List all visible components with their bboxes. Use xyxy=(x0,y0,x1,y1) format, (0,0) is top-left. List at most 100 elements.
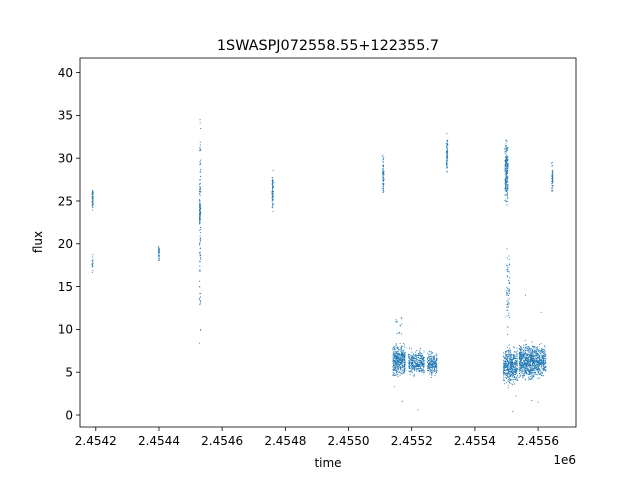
data-point xyxy=(522,367,524,369)
data-point xyxy=(429,365,431,367)
data-point xyxy=(199,215,201,217)
data-point xyxy=(524,372,526,374)
data-point xyxy=(532,358,534,361)
data-point xyxy=(512,367,514,369)
data-point xyxy=(508,317,511,319)
data-point xyxy=(508,281,511,283)
data-point xyxy=(271,194,273,196)
data-point xyxy=(508,298,510,300)
data-point xyxy=(272,204,274,206)
data-point xyxy=(536,357,538,359)
data-point xyxy=(532,372,534,374)
data-point xyxy=(199,161,201,163)
data-point xyxy=(411,351,413,353)
data-point xyxy=(510,353,512,355)
data-point xyxy=(430,363,432,366)
data-point xyxy=(543,369,545,371)
data-point xyxy=(542,375,545,377)
data-point xyxy=(412,358,414,360)
data-point xyxy=(392,348,394,350)
data-point xyxy=(520,349,522,351)
data-point xyxy=(411,356,413,358)
data-point xyxy=(539,354,541,356)
data-point xyxy=(511,370,513,373)
data-point xyxy=(417,363,419,365)
data-point xyxy=(399,361,401,363)
data-point xyxy=(383,174,385,176)
data-point xyxy=(199,141,201,143)
data-point xyxy=(446,170,448,172)
data-point xyxy=(199,270,201,272)
data-point xyxy=(382,161,384,164)
data-point xyxy=(541,352,543,354)
data-point xyxy=(513,354,515,356)
data-point xyxy=(508,374,510,376)
data-point xyxy=(506,346,509,348)
data-point xyxy=(420,359,422,361)
data-point xyxy=(396,358,398,360)
data-point xyxy=(514,355,516,357)
data-point xyxy=(505,358,508,360)
data-point xyxy=(507,294,510,296)
data-point xyxy=(504,153,506,155)
data-point xyxy=(416,358,418,361)
data-point xyxy=(523,354,525,356)
data-point xyxy=(531,371,533,373)
data-point xyxy=(507,358,509,360)
data-point xyxy=(445,162,448,164)
data-point xyxy=(396,361,398,363)
data-point xyxy=(91,197,94,199)
data-point xyxy=(505,169,507,171)
data-point xyxy=(199,179,201,181)
data-point xyxy=(504,365,507,367)
data-point xyxy=(528,346,530,348)
data-point xyxy=(399,342,401,344)
data-point xyxy=(551,184,553,186)
data-point xyxy=(382,183,384,185)
data-point xyxy=(531,350,534,352)
data-point xyxy=(417,356,419,358)
data-point xyxy=(511,379,513,381)
data-point xyxy=(404,367,406,369)
data-point xyxy=(529,360,531,363)
data-point xyxy=(515,363,517,365)
data-point xyxy=(392,371,394,373)
data-point xyxy=(394,361,396,363)
data-point xyxy=(520,348,522,350)
data-point xyxy=(399,360,401,362)
data-point xyxy=(509,382,511,384)
data-point xyxy=(504,361,507,363)
data-point xyxy=(392,374,394,376)
data-point xyxy=(506,157,508,159)
data-point xyxy=(506,309,508,311)
data-point xyxy=(393,360,395,362)
data-point xyxy=(396,356,398,358)
data-point xyxy=(431,351,433,353)
data-point xyxy=(414,353,416,356)
data-point xyxy=(533,351,535,353)
data-point xyxy=(446,160,448,162)
data-point xyxy=(505,154,508,156)
data-point xyxy=(427,366,429,368)
data-point xyxy=(409,371,411,373)
data-point xyxy=(552,180,554,182)
data-point xyxy=(506,292,508,294)
data-point xyxy=(199,280,201,282)
data-point xyxy=(410,369,413,371)
data-point xyxy=(507,364,509,366)
data-point xyxy=(92,193,94,195)
data-point xyxy=(526,371,528,374)
data-point xyxy=(538,370,540,372)
data-point xyxy=(506,149,508,151)
data-point xyxy=(516,364,518,366)
data-point xyxy=(532,357,534,359)
data-point xyxy=(506,275,508,277)
data-point xyxy=(532,356,534,358)
data-point xyxy=(522,346,525,348)
data-point xyxy=(507,266,509,268)
data-point xyxy=(539,358,541,360)
data-point xyxy=(505,159,507,161)
data-point xyxy=(199,186,201,188)
data-point xyxy=(430,355,433,357)
data-point xyxy=(271,182,273,185)
